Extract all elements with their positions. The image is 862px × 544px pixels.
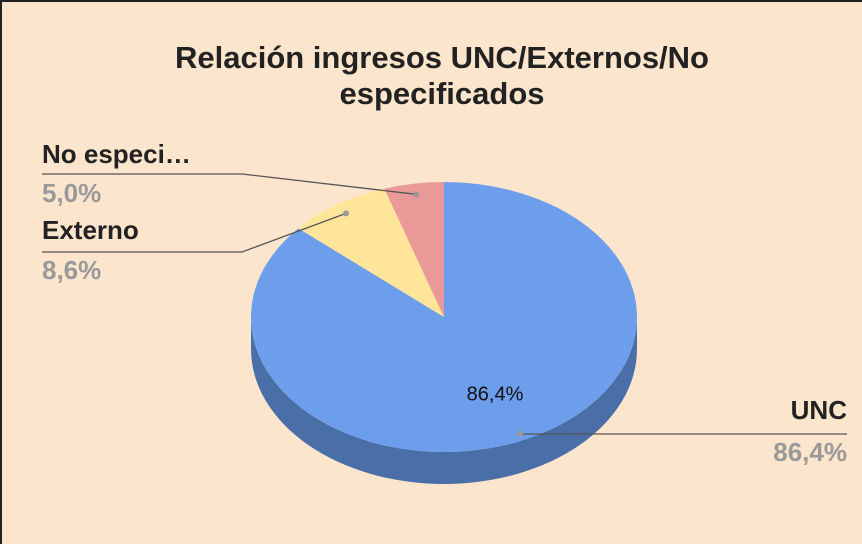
slice-value: 8,6% (42, 255, 101, 285)
leader-line (42, 173, 417, 195)
slice-label: UNC (791, 395, 848, 425)
slice-label: No especi… (42, 139, 191, 169)
leader-dot (343, 210, 350, 217)
slice-label: Externo (42, 215, 139, 245)
pie-slice (298, 188, 444, 317)
pie-side (251, 317, 637, 484)
leader-dot (413, 191, 420, 198)
chart-title: Relación ingresos UNC/Externos/No especi… (174, 40, 709, 111)
pie-slice (384, 182, 444, 317)
slice-value: 86,4% (773, 437, 847, 467)
leader-dot (517, 431, 523, 437)
slice-value: 5,0% (42, 178, 101, 208)
slice-inner-value: 86,4% (467, 383, 524, 405)
leader-line (42, 212, 347, 253)
